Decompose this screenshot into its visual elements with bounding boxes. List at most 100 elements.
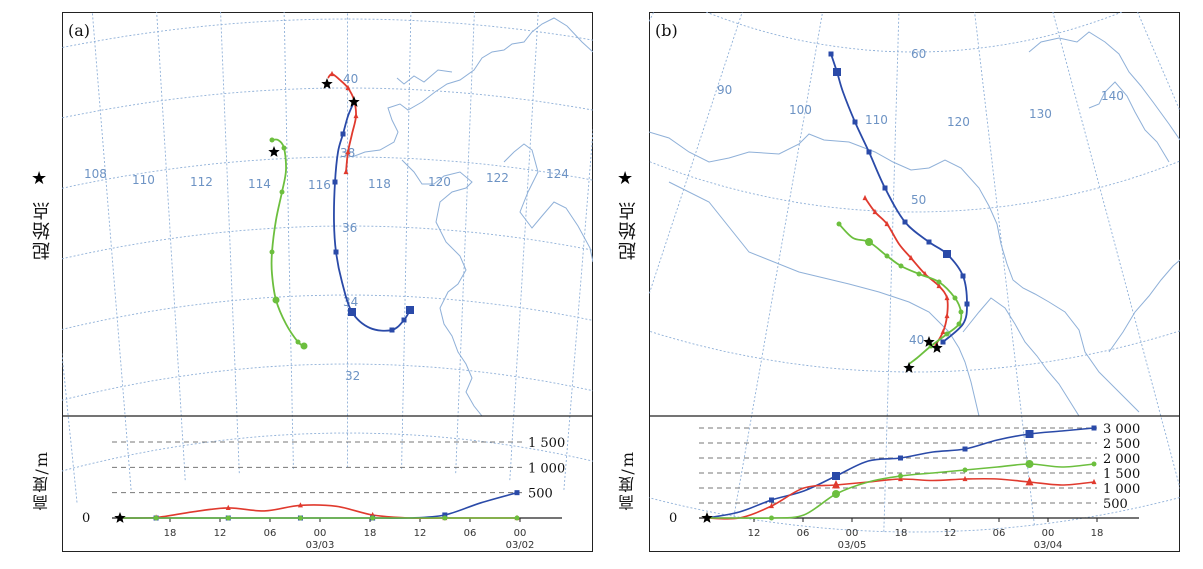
border-mongolia (668, 181, 980, 417)
trajectory-point-blue (340, 131, 346, 137)
latitude-label: 40 (343, 72, 358, 86)
longitude-label: 100 (789, 103, 812, 117)
panel-tag: (a) (68, 21, 90, 40)
parallel-line (62, 294, 593, 330)
height-tick-label: 1 500 (1103, 467, 1140, 482)
height-point-green (297, 515, 303, 521)
trajectory-point-green (898, 263, 904, 269)
trajectories (268, 70, 414, 350)
map-labels: 1081101121141161181201221244038363432 (84, 72, 569, 383)
height-point-blue (514, 490, 520, 496)
meridian-line (1137, 12, 1180, 112)
height-point-green (370, 515, 376, 521)
start-point-star-icon (114, 512, 126, 523)
height-tick-label: 1 500 (528, 436, 565, 451)
x-tick-label: 00 (846, 528, 859, 539)
latitude-label: 60 (911, 47, 926, 61)
trajectory-point-green (936, 279, 942, 285)
trajectory-point-red (353, 112, 359, 119)
x-tick-label: 12 (748, 528, 761, 539)
coastline-bay (396, 69, 453, 85)
meridian-line (156, 12, 186, 481)
longitude-label: 90 (717, 83, 732, 97)
x-tick-label: 06 (797, 528, 810, 539)
height-point-green (153, 515, 159, 521)
meridian-line (62, 350, 78, 503)
parallel-line (62, 432, 593, 472)
trajectory-point-green (300, 342, 308, 350)
trajectory-point-red (345, 148, 351, 155)
meridian-line (283, 12, 294, 469)
trajectory-point-red (884, 220, 890, 227)
meridian-line (220, 12, 240, 474)
trajectory-point-green (272, 296, 280, 304)
height-tick-label: 500 (528, 487, 553, 502)
coastline-japan (1108, 259, 1180, 353)
latitude-label: 32 (345, 369, 360, 383)
trajectory-green (270, 138, 305, 347)
x-tick-label: 12 (414, 528, 427, 539)
border-north (649, 131, 1140, 413)
trajectory-point-blue (401, 317, 407, 323)
height-point-green (442, 515, 448, 521)
trajectory-point-blue (389, 327, 395, 333)
trajectory-point-red (343, 168, 349, 175)
trajectory-point-blue (902, 219, 908, 225)
x-tick-label: 12 (214, 528, 227, 539)
height-point-red (225, 504, 231, 510)
height-point-red (769, 502, 774, 509)
meridian-line (401, 12, 412, 469)
x-tick-label: 00 (1042, 528, 1055, 539)
height-point-blue (1025, 430, 1034, 438)
parallel-line (62, 156, 593, 189)
parallel-line (649, 496, 1180, 533)
trajectory-point-red (922, 270, 928, 277)
height-zero-label: 0 (82, 511, 90, 526)
trajectory-point-green (865, 238, 873, 246)
longitude-label: 120 (428, 175, 451, 189)
coastline-korea (962, 297, 1080, 417)
trajectory-point-green (916, 271, 922, 277)
latitude-label: 50 (911, 193, 926, 207)
date-label: 03/03 (306, 540, 335, 551)
height-tick-label: 1 000 (528, 461, 565, 476)
trajectory-point-red (872, 208, 878, 215)
coastline (649, 31, 1180, 417)
x-tick-label: 18 (364, 528, 377, 539)
meridian-line (509, 12, 539, 481)
start-point-star-icon (931, 342, 943, 353)
longitude-label: 122 (486, 171, 509, 185)
trajectory-point-blue (833, 68, 841, 76)
height-point-blue (962, 446, 968, 452)
x-tick-label: 18 (164, 528, 177, 539)
trajectory-point-green (279, 189, 285, 195)
trajectory-point-blue (866, 149, 872, 155)
trajectory-point-red (944, 312, 950, 319)
x-tick-label: 06 (464, 528, 477, 539)
trajectory-point-blue (960, 273, 966, 279)
x-tick-label: 06 (264, 528, 277, 539)
start-point-star-icon (923, 336, 935, 347)
x-tick-label: 00 (514, 528, 527, 539)
coastline-korea (503, 143, 593, 263)
start-point-star-icon (268, 146, 280, 157)
map-grid (649, 12, 1180, 533)
trajectory-point-blue (940, 339, 946, 345)
start-point-label: 起始点 (32, 200, 53, 260)
meridian-line (883, 12, 900, 532)
height-point-red (1091, 478, 1097, 485)
trajectory-point-green (281, 145, 287, 151)
height-zero-label: 0 (669, 511, 677, 526)
trajectory-point-green (836, 221, 842, 227)
trajectory-point-blue (926, 239, 932, 245)
panel-tag: (b) (655, 21, 678, 40)
longitude-label: 124 (546, 167, 569, 181)
meridian-line (1174, 12, 1180, 378)
longitude-label: 116 (308, 178, 331, 192)
height-tick-label: 500 (1103, 497, 1128, 512)
trajectory-point-green (956, 321, 962, 327)
map-labels: 90 100 110 120 130 140 60 50 40 (717, 47, 1124, 347)
trajectory-point-blue (882, 185, 888, 191)
meridian-line (455, 12, 475, 474)
